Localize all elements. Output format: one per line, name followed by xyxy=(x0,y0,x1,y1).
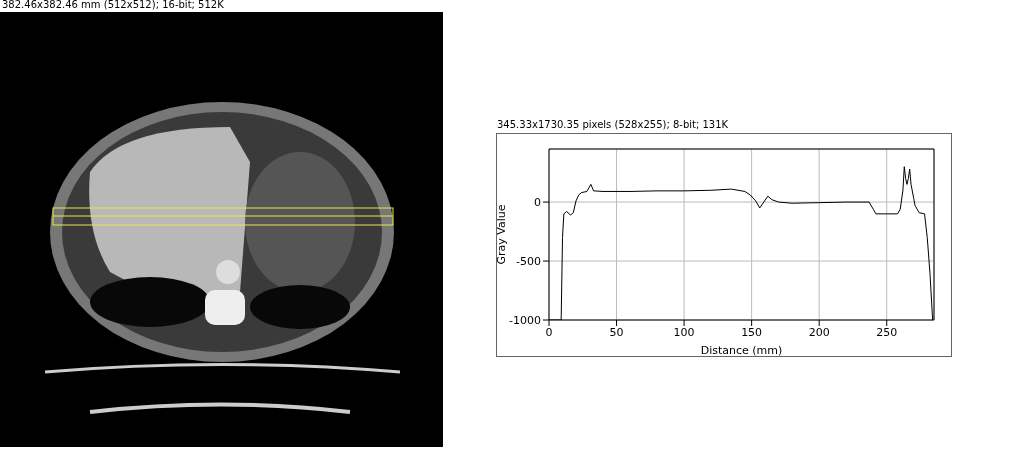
svg-text:0: 0 xyxy=(534,196,541,209)
svg-text:100: 100 xyxy=(674,326,695,339)
svg-text:50: 50 xyxy=(610,326,624,339)
svg-text:-1000: -1000 xyxy=(509,314,541,327)
svg-text:Gray Value: Gray Value xyxy=(497,204,508,264)
html-text:382.46x382.46 mm (512x512); 16: 382.46x382.46 mm (512x512); 16-bit; 512K xyxy=(2,0,224,10)
html-text:345.33x1730.35 pixels (528x255: 345.33x1730.35 pixels (528x255); 8-bit; … xyxy=(497,119,729,130)
svg-text:0: 0 xyxy=(546,326,553,339)
svg-text:Distance (mm): Distance (mm) xyxy=(701,344,783,356)
svg-text:200: 200 xyxy=(809,326,830,339)
svg-text:250: 250 xyxy=(876,326,897,339)
svg-text:150: 150 xyxy=(741,326,762,339)
svg-text:-500: -500 xyxy=(516,255,541,268)
